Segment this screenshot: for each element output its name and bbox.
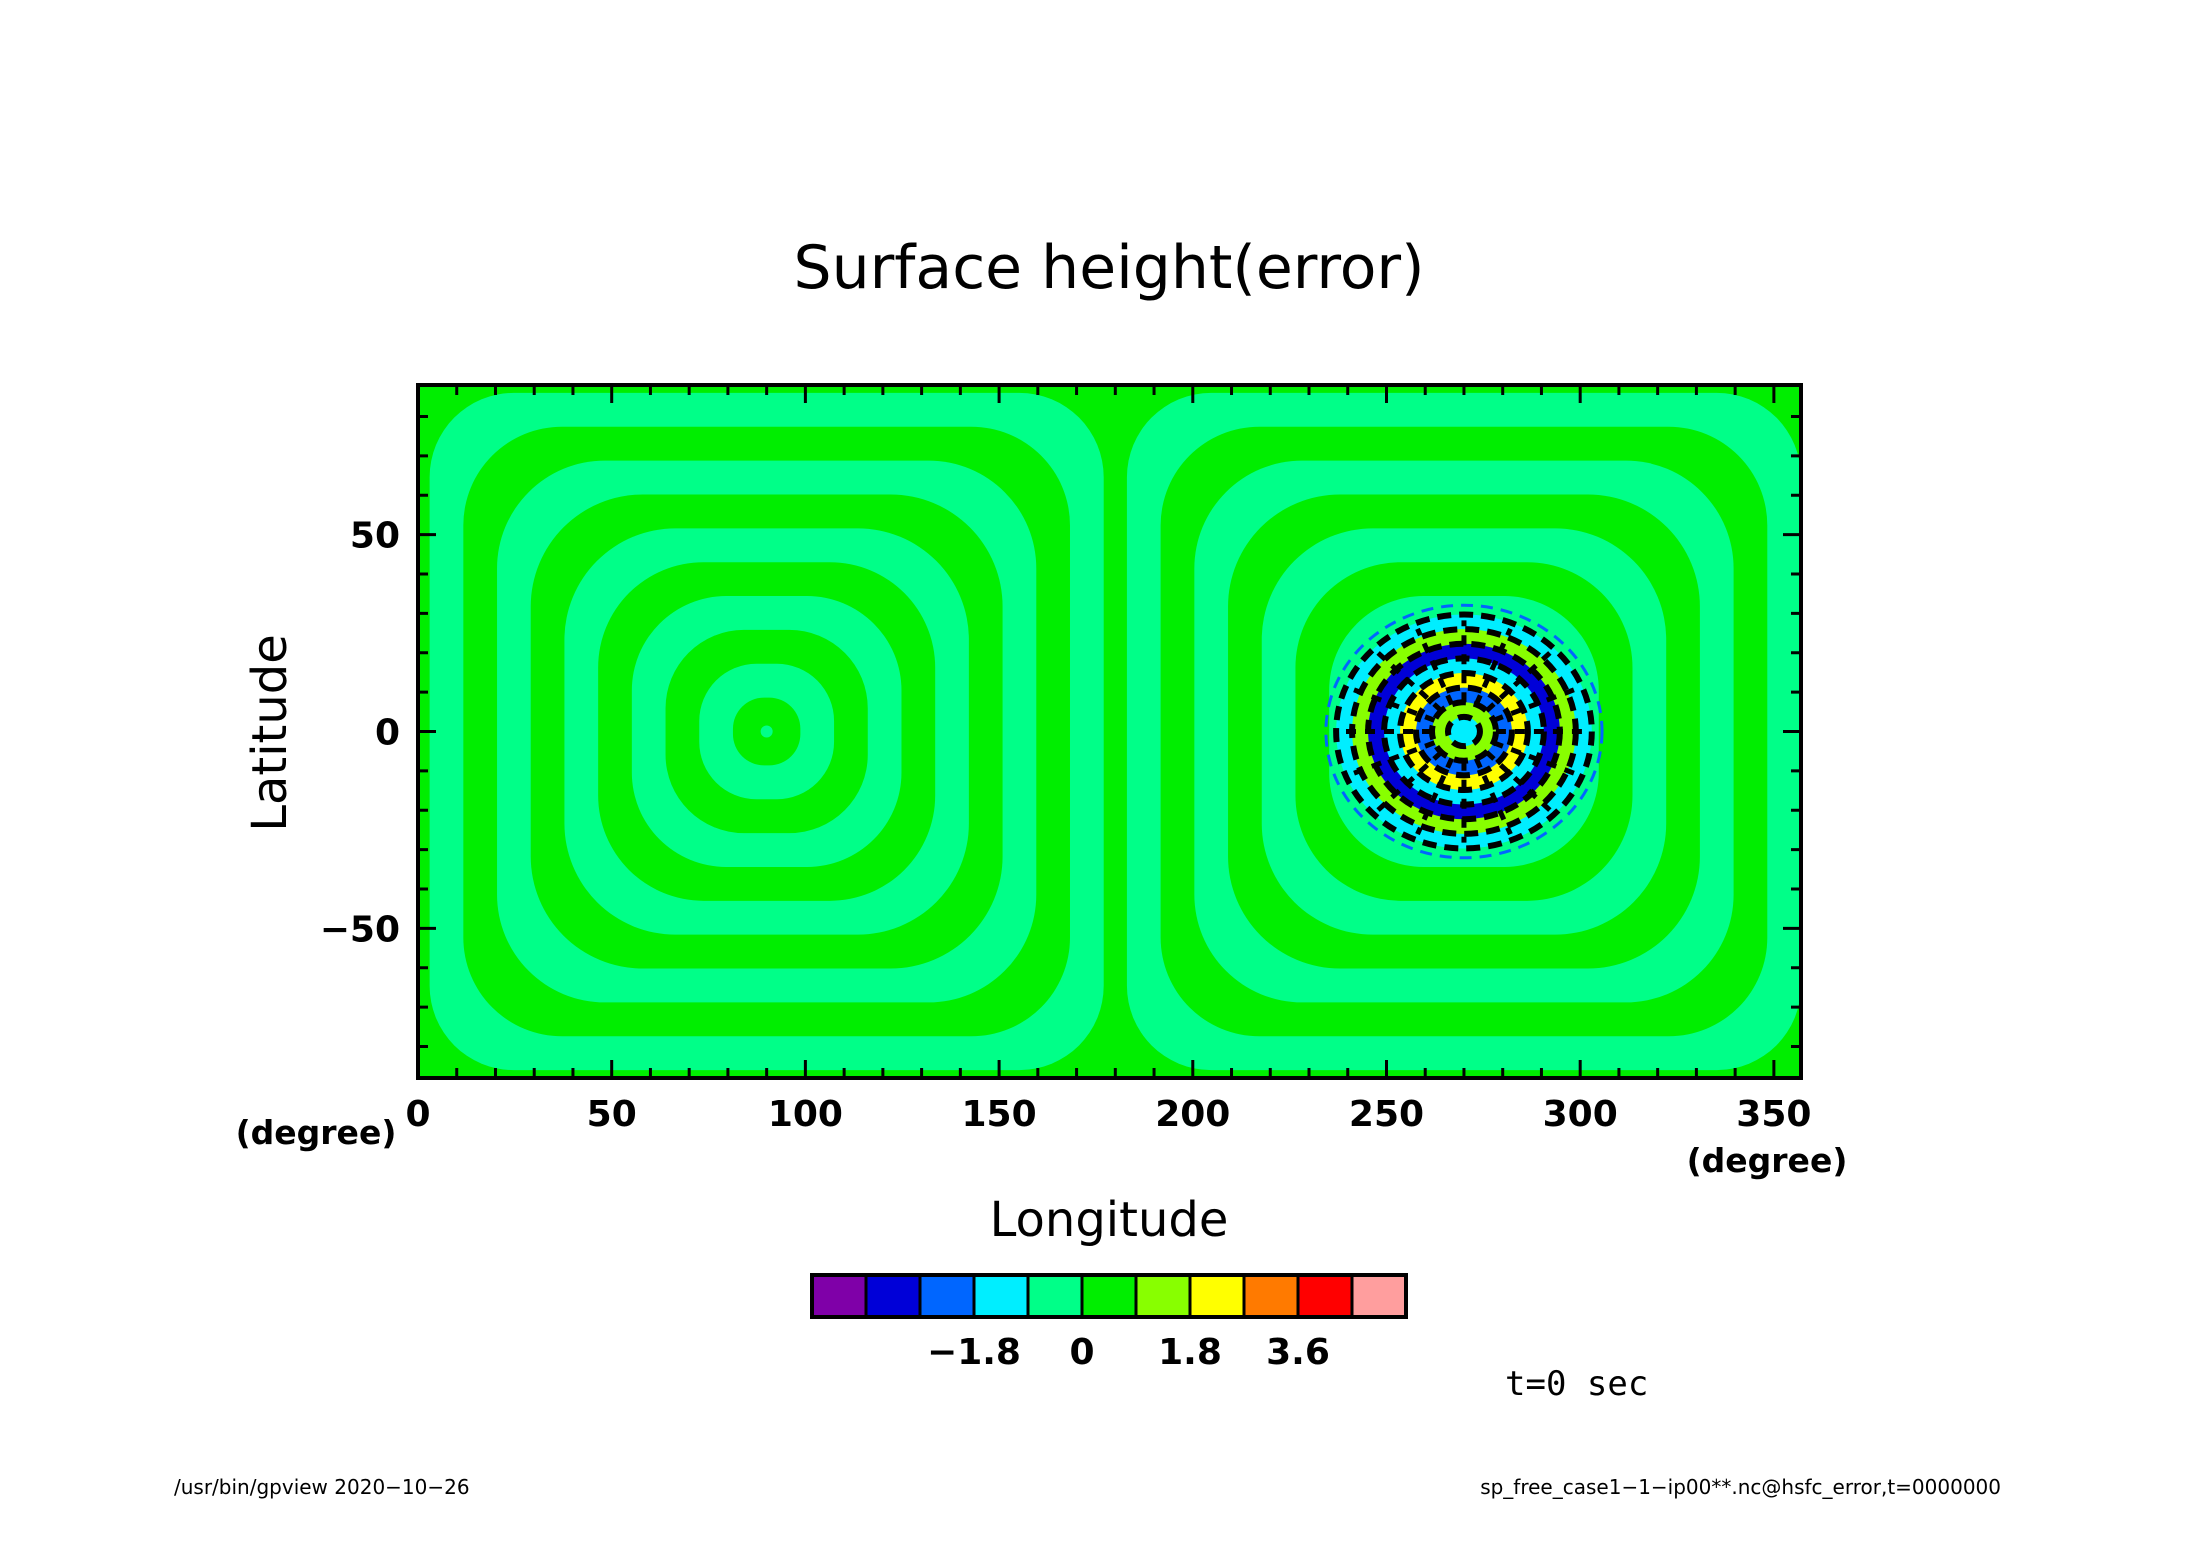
colorbar-swatch <box>1080 1273 1138 1319</box>
y-axis-label: Latitude <box>242 634 298 832</box>
colorbar-tick-label: 1.8 <box>1158 1332 1222 1373</box>
x-tick-label: 50 <box>587 1094 637 1135</box>
x-axis-unit-right: (degree) <box>1687 1141 1848 1180</box>
colorbar-frame <box>810 1273 1408 1319</box>
x-axis: 0 50 100 150 200 250 300 350 <box>405 385 1811 1135</box>
colorbar-swatch <box>1296 1273 1354 1319</box>
y-tick-label: 0 <box>375 713 400 754</box>
error-contour-spoke <box>1376 651 1444 713</box>
x-tick-label: 300 <box>1543 1094 1618 1135</box>
x-tick-label: 150 <box>962 1094 1037 1135</box>
error-contour-spoke <box>1415 627 1455 706</box>
footer-left: /usr/bin/gpview 2020−10−26 <box>174 1475 470 1499</box>
colorbar-swatch <box>972 1273 1030 1319</box>
x-axis-unit-left: (degree) <box>236 1113 397 1152</box>
time-annotation: t=0 sec <box>1505 1364 1648 1404</box>
error-contour-spoke <box>1473 627 1513 706</box>
colorbar-swatch <box>1134 1273 1192 1319</box>
colorbar-swatch <box>1242 1273 1300 1319</box>
colorbar-swatch <box>864 1273 922 1319</box>
colorbar-tick-label: 0 <box>1069 1332 1094 1373</box>
error-contour-spoke <box>1492 740 1578 777</box>
error-contour <box>1397 670 1531 793</box>
y-axis: −50 0 50 <box>320 415 1801 1048</box>
error-contour-spoke <box>1484 651 1552 713</box>
colorbar: −1.8 0 1.8 3.6 <box>810 1273 1408 1373</box>
colorbar-swatch <box>918 1273 976 1319</box>
error-contour-spoke <box>1492 686 1578 723</box>
error-blob <box>1324 603 1604 860</box>
plot-area <box>416 383 1803 1080</box>
x-tick-label: 350 <box>1736 1094 1811 1135</box>
x-tick-label: 250 <box>1349 1094 1424 1135</box>
error-contour-spoke <box>1473 757 1513 836</box>
error-contour-spoke <box>1350 686 1436 723</box>
error-blob-band <box>1447 716 1480 747</box>
colorbar-swatch <box>1026 1273 1084 1319</box>
y-tick-label: −50 <box>320 909 400 950</box>
error-contour-spoke <box>1484 750 1552 812</box>
ring-center <box>760 725 773 738</box>
error-contour <box>1413 684 1515 779</box>
error-contour-spoke <box>1415 757 1455 836</box>
error-contour-outer <box>1324 603 1604 860</box>
colorbar-swatch <box>1350 1273 1408 1319</box>
error-contour-spoke <box>1376 750 1444 812</box>
y-tick-label: 50 <box>350 516 400 557</box>
x-tick-label: 200 <box>1155 1094 1230 1135</box>
x-tick-label: 100 <box>768 1094 843 1135</box>
colorbar-swatch <box>810 1273 868 1319</box>
error-contour <box>1444 713 1483 750</box>
error-contour <box>1333 611 1595 852</box>
x-axis-label: Longitude <box>990 1192 1229 1248</box>
colorbar-tick-label: 3.6 <box>1266 1332 1330 1373</box>
colorbar-tick-label: −1.8 <box>927 1332 1021 1373</box>
error-contour-spoke <box>1350 740 1436 777</box>
colorbar-swatch <box>1188 1273 1246 1319</box>
x-tick-label: 0 <box>405 1094 430 1135</box>
chart-title: Surface height(error) <box>794 233 1425 303</box>
footer-right: sp_free_case1−1−ip00**.nc@hsfc_error,t=0… <box>1480 1475 2001 1499</box>
